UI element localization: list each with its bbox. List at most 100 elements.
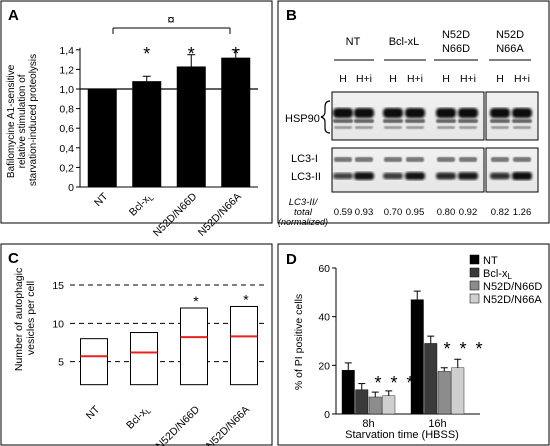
- panel-a-bar: [221, 57, 251, 187]
- panel-b-label: B: [286, 7, 297, 24]
- panel-a-x-tick-label: NT: [92, 190, 111, 209]
- hsp90-band-main: [354, 108, 374, 118]
- panel-a-y-tick-label: 0,2: [59, 162, 74, 174]
- panel-a-bracket-symbol: ¤: [167, 12, 174, 27]
- hsp90-label: HSP90: [285, 113, 320, 125]
- hsp90-band-main: [405, 108, 425, 118]
- lane-label: H: [496, 73, 504, 85]
- lane-label: H: [339, 73, 347, 85]
- lc3i-band: [355, 157, 373, 162]
- lane-label: H+i: [460, 73, 476, 85]
- panel-d-legend-label: Bcl-xL: [483, 268, 512, 281]
- panel-d-y-tick-label: 60: [318, 263, 330, 275]
- lc3ii-band: [490, 172, 510, 180]
- panel-c-significance-star: *: [243, 291, 249, 307]
- panel-c-boxes: * *: [80, 291, 258, 386]
- panel-d-bars: * * * * * *: [341, 290, 484, 415]
- group-label-nt: NT: [346, 36, 361, 48]
- lane-label: H+i: [514, 73, 530, 85]
- lc3-bands: [333, 157, 532, 180]
- panel-c: C Number of autophagic vesicles per cell…: [0, 243, 273, 446]
- panel-d-significance-stars-16h: * * *: [443, 339, 484, 359]
- lc3-ratio-value: 0.82: [491, 207, 510, 218]
- lc3-ratio-value: 0.80: [437, 207, 456, 218]
- hsp90-band-faint: [355, 126, 373, 129]
- hsp90-band-minor: [405, 119, 425, 123]
- panel-a-bar: [87, 89, 117, 187]
- panel-c-y-tick-label: 15: [52, 280, 64, 292]
- panel-a-ylabel: Bafilomycine A1-sensitive relative stimu…: [6, 54, 39, 186]
- lc3i-band: [491, 157, 509, 162]
- panel-d-legend-swatch: [469, 280, 480, 291]
- panel-c-y-tick-label: 5: [58, 357, 64, 369]
- panel-d-bar: [341, 370, 355, 415]
- panel-a-y-tick-label: 0,4: [59, 143, 74, 155]
- lc3-ratio-value: 1.26: [513, 207, 532, 218]
- panel-d-legend-label: NT: [483, 255, 498, 267]
- group-label-bclxl: Bcl-xL: [389, 36, 420, 48]
- lc3ii-band: [354, 172, 374, 180]
- group-label-n52d-n66d-line1: N52D: [442, 29, 470, 41]
- lc3i-band: [513, 157, 531, 162]
- panel-c-ylabel-line1: Number of autophagic: [13, 268, 25, 371]
- lc3-ratio-value: 0.93: [355, 207, 374, 218]
- lc3-ratio-value: 0.70: [384, 207, 403, 218]
- hsp90-band-faint: [459, 126, 477, 129]
- panel-d-label: D: [286, 251, 297, 268]
- panel-c-ylabel: Number of autophagic vesicles per cell: [13, 265, 37, 371]
- panel-c-ylabel-line2: vesicles per cell: [25, 281, 37, 355]
- panel-a-x-tick-label: N52D/N66D: [151, 190, 200, 239]
- lc3-ratio-value: 0.95: [406, 207, 425, 218]
- panel-d-x-tick-label: 16h: [428, 418, 446, 430]
- panel-a-label: A: [8, 7, 19, 24]
- panel-d-bar: [451, 367, 465, 415]
- panel-d-significance-stars-8h: * * *: [374, 373, 415, 393]
- lc3ii-label: LC3-II: [291, 171, 321, 183]
- hsp90-band-main: [436, 108, 456, 118]
- panel-d-legend-swatch: [469, 293, 480, 304]
- panel-d-legend-label: N52D/N66D: [483, 281, 542, 293]
- hsp90-band-faint: [513, 126, 531, 129]
- lc3-blot-right: [485, 147, 539, 193]
- lc3ii-band: [405, 172, 425, 180]
- panel-d-frame: [277, 243, 550, 446]
- panel-a-y-tick-label: 1,2: [59, 64, 74, 76]
- panel-c-significance-star: *: [193, 293, 199, 309]
- lc3-ratio-value: 0.59: [334, 207, 353, 218]
- panel-c-label: C: [8, 250, 19, 267]
- panel-a-bars: * * *: [87, 44, 251, 187]
- panel-d-bar: [382, 395, 396, 415]
- panel-a-bar: [176, 66, 206, 187]
- panel-a-x-tick-label: N52D/N66A: [196, 191, 244, 239]
- panel-a-y-tick-label: 0: [68, 182, 74, 194]
- panel-d-bar: [368, 396, 382, 415]
- lane-label: H: [442, 73, 450, 85]
- panel-c-x-tick-label: Bcl-xL: [124, 404, 153, 433]
- panel-a-significance-star: *: [232, 44, 239, 64]
- panel-a-y-tick-label: 1,0: [59, 84, 74, 96]
- panel-d-y-tick-label: 40: [318, 312, 330, 324]
- panel-a-ylabel-line2: relative stimulation of: [17, 74, 28, 168]
- panel-a-ylabel-line3: starvation-induced proteolysis: [28, 54, 39, 186]
- hsp90-band-main: [512, 108, 532, 118]
- panel-c-x-tick-label: N52D/N66A: [204, 404, 252, 446]
- panel-c-box: [80, 338, 108, 386]
- hsp90-band-minor: [512, 119, 532, 123]
- panel-c-y-tick-label: 10: [52, 318, 64, 330]
- panel-c-box: [230, 305, 258, 386]
- panel-a-significance-star: *: [143, 44, 150, 64]
- hsp90-band-main: [383, 108, 403, 118]
- panel-d-bar: [410, 299, 424, 415]
- panel-b: B NT Bcl-xL N52D N66D N52D N66A H H+i H H+i…: [277, 0, 550, 227]
- ratio-label-line1: LC3-II/: [289, 197, 319, 208]
- panel-d-bar: [424, 343, 438, 415]
- ratio-label-line3: (normalized): [278, 217, 328, 227]
- panel-b-frame: [277, 0, 550, 224]
- panel-c-frame: [0, 243, 273, 446]
- hsp90-band-minor: [383, 119, 403, 123]
- panel-a: A Bafilomycine A1-sensitive relative sti…: [0, 0, 273, 239]
